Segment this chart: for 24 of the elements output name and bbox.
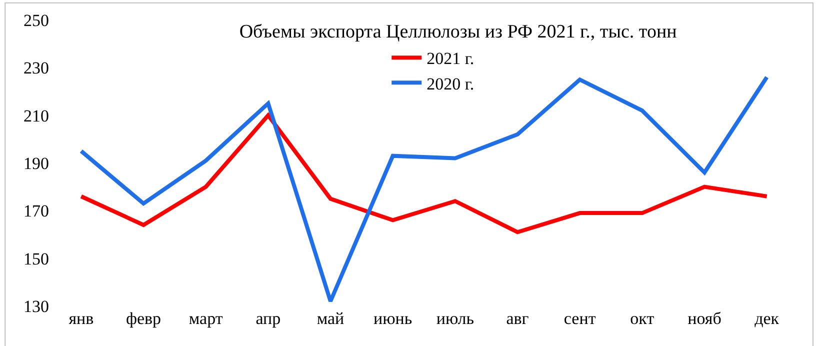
y-tick-label: 210 [24, 106, 49, 126]
y-tick-label: 170 [24, 202, 49, 221]
x-tick-label: май [316, 309, 344, 328]
line-series [79, 113, 769, 234]
x-tick-label: дек [754, 309, 780, 328]
legend-label: 2021 г. [426, 49, 474, 68]
y-tick-label: 190 [24, 154, 49, 173]
legend-label: 2020 г. [426, 74, 474, 94]
x-tick-label: авг [506, 309, 529, 328]
x-tick-label: янв [68, 309, 94, 328]
x-tick-label: март [188, 309, 224, 328]
x-tick-label: окт [630, 309, 655, 328]
x-tick-label: июль [436, 309, 474, 328]
x-tick-label: нояб [688, 309, 722, 328]
line-series [79, 75, 769, 304]
x-tick-label: сент [564, 309, 596, 328]
x-tick-label: апр [256, 309, 281, 328]
y-tick-label: 250 [24, 10, 49, 30]
y-tick-label: 230 [24, 58, 49, 78]
x-tick-label: июнь [374, 309, 412, 328]
x-tick-label: февр [126, 309, 162, 328]
y-tick-label: 150 [24, 249, 49, 268]
chart-title: Объемы экспорта Целлюлозы из РФ 2021 г., тыс. тонн [239, 22, 677, 43]
y-tick-label: 130 [24, 296, 49, 316]
